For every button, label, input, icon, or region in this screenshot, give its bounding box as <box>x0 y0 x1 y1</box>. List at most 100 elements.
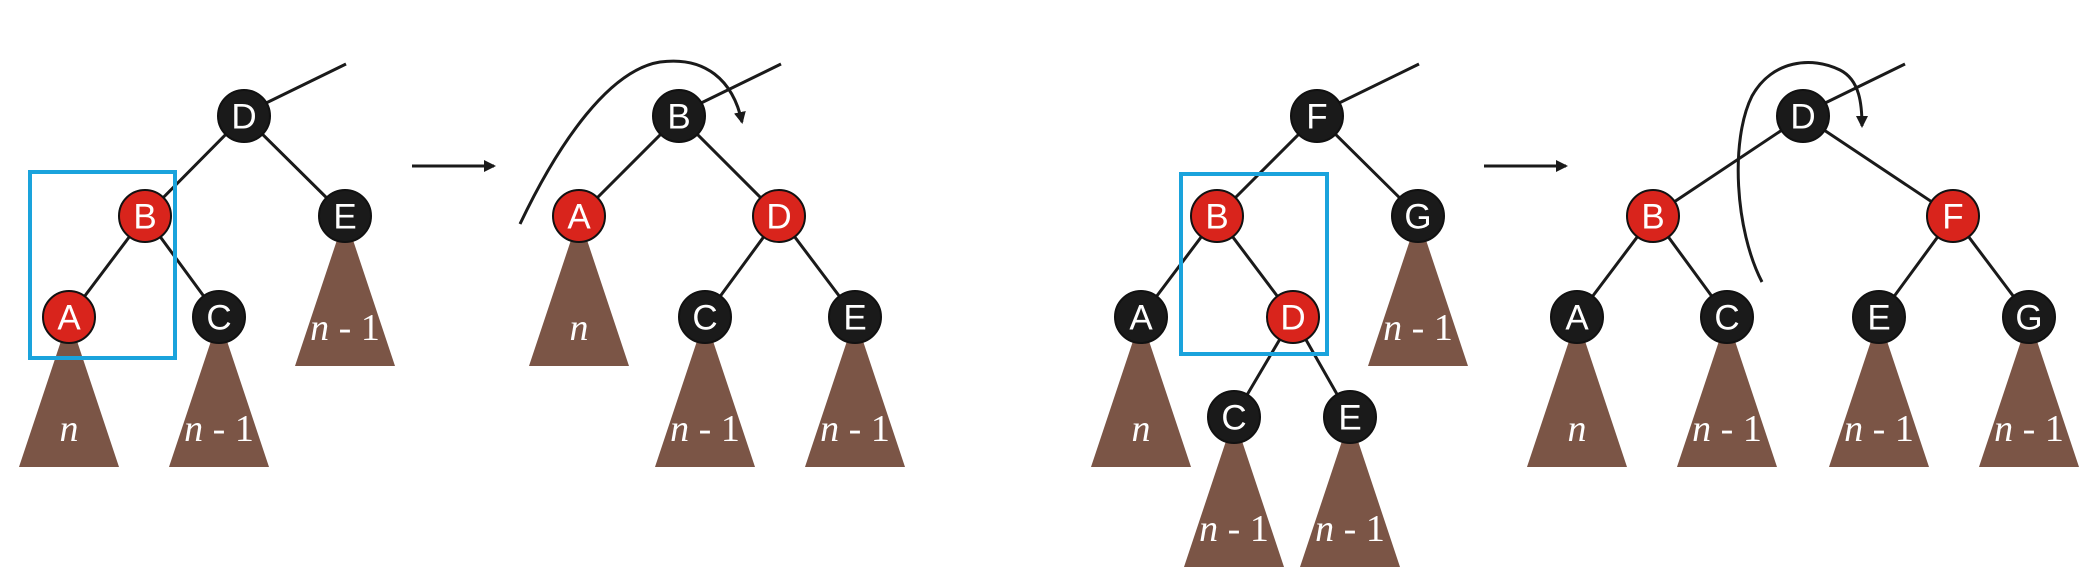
subtree-height-label: n - 1 <box>1994 408 2064 450</box>
subtree-var: n <box>184 408 203 450</box>
node-label: G <box>2015 299 2042 338</box>
node-case1-before-C: C <box>192 290 246 344</box>
node-label: C <box>692 299 717 338</box>
node-case2-after-B: B <box>1626 189 1680 243</box>
subtree-triangle <box>1368 216 1468 366</box>
subtree-triangle <box>19 317 119 467</box>
node-label: C <box>1221 399 1246 438</box>
subtree-height-label: n - 1 <box>1315 508 1385 550</box>
node-label: D <box>766 198 791 237</box>
subtree-case2-before-A: n <box>1091 317 1191 467</box>
red-node-circle <box>1926 189 1980 243</box>
red-node-circle <box>1190 189 1244 243</box>
node-case1-after-B: B <box>652 89 706 143</box>
subtree-triangle <box>1300 417 1400 567</box>
subtree-case2-before-E: n - 1 <box>1300 417 1400 567</box>
black-node-circle <box>678 290 732 344</box>
node-label: B <box>133 198 156 237</box>
node-case1-after-E: E <box>828 290 882 344</box>
node-case1-before-E: E <box>318 189 372 243</box>
node-label: A <box>567 198 591 237</box>
parent-edge-case2-after <box>1820 62 1906 107</box>
subtree-case2-after-A: n <box>1527 317 1627 467</box>
red-node-circle <box>1266 290 1320 344</box>
black-node-circle <box>1207 390 1261 444</box>
black-node-circle <box>1700 290 1754 344</box>
subtree-triangle <box>1677 317 1777 467</box>
black-node-circle <box>2002 290 2056 344</box>
rotation-curve-case1 <box>518 59 746 225</box>
subtree-var: n <box>60 408 79 450</box>
subtree-height-label: n - 1 <box>310 307 380 349</box>
subtree-suffix: - 1 <box>2013 408 2064 450</box>
subtree-height-label: n - 1 <box>1692 408 1762 450</box>
node-label: B <box>667 98 690 137</box>
subtree-suffix: - 1 <box>839 408 890 450</box>
subtree-triangle <box>169 317 269 467</box>
node-case1-after-A: A <box>552 189 606 243</box>
node-case1-before-D: D <box>217 89 271 143</box>
node-case2-after-F: F <box>1926 189 1980 243</box>
subtree-suffix: - 1 <box>329 307 380 349</box>
node-label: D <box>231 98 256 137</box>
node-label: E <box>843 299 866 338</box>
node-case2-before-D: D <box>1266 290 1320 344</box>
red-node-circle <box>752 189 806 243</box>
black-node-circle <box>652 89 706 143</box>
highlight-box-case1 <box>28 170 177 360</box>
node-case2-before-G: G <box>1391 189 1445 243</box>
subtree-suffix: - 1 <box>1402 307 1453 349</box>
subtree-triangle <box>1829 317 1929 467</box>
node-case2-before-B: B <box>1190 189 1244 243</box>
subtree-case2-after-C: n - 1 <box>1677 317 1777 467</box>
black-node-circle <box>828 290 882 344</box>
subtree-suffix: - 1 <box>1863 408 1914 450</box>
black-node-circle <box>318 189 372 243</box>
subtree-triangle <box>295 216 395 366</box>
subtree-triangle <box>655 317 755 467</box>
subtree-suffix: - 1 <box>1218 508 1269 550</box>
subtree-case1-before-E: n - 1 <box>295 216 395 366</box>
black-node-circle <box>1776 89 1830 143</box>
decoration-layer <box>28 59 1868 360</box>
node-label: C <box>206 299 231 338</box>
subtree-var: n <box>1568 408 1587 450</box>
node-label: D <box>1280 299 1305 338</box>
node-case1-before-B: B <box>118 189 172 243</box>
node-case2-before-E: E <box>1323 390 1377 444</box>
subtree-var: n <box>1199 508 1218 550</box>
subtree-triangle <box>805 317 905 467</box>
subtree-triangle <box>1527 317 1627 467</box>
highlight-box-case2 <box>1179 172 1329 356</box>
node-layer: D B E A C B A D C E F B G A D C E D B F A C E G <box>42 89 2056 444</box>
node-case2-after-E: E <box>1852 290 1906 344</box>
parent-edge-case1-after <box>696 62 782 107</box>
subtree-height-label: n <box>570 307 589 349</box>
node-label: B <box>1205 198 1228 237</box>
node-label: C <box>1714 299 1739 338</box>
subtree-triangle <box>529 216 629 366</box>
node-case2-before-C: C <box>1207 390 1261 444</box>
subtree-height-label: n - 1 <box>1844 408 1914 450</box>
red-node-circle <box>1626 189 1680 243</box>
black-node-circle <box>1323 390 1377 444</box>
subtree-height-label: n <box>1132 408 1151 450</box>
subtree-height-label: n <box>60 408 79 450</box>
black-node-circle <box>1290 89 1344 143</box>
node-label: G <box>1404 198 1431 237</box>
node-case2-before-A: A <box>1114 290 1168 344</box>
subtree-triangle <box>1979 317 2079 467</box>
subtree-suffix: - 1 <box>1711 408 1762 450</box>
subtree-suffix: - 1 <box>1334 508 1385 550</box>
subtree-var: n <box>820 408 839 450</box>
subtree-suffix: - 1 <box>689 408 740 450</box>
node-label: A <box>1129 299 1153 338</box>
rotation-curve-case2 <box>1736 61 1868 283</box>
subtree-height-label: n - 1 <box>1383 307 1453 349</box>
node-case1-after-C: C <box>678 290 732 344</box>
subtree-height-label: n - 1 <box>820 408 890 450</box>
subtree-case2-after-E: n - 1 <box>1829 317 1929 467</box>
subtree-case1-before-A: n <box>19 317 119 467</box>
subtree-suffix: - 1 <box>203 408 254 450</box>
